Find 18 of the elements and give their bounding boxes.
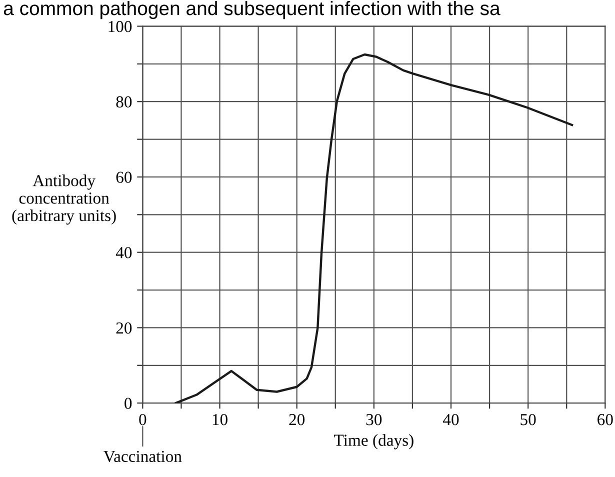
line-series bbox=[174, 53, 574, 404]
x-tick-label: 50 bbox=[520, 414, 536, 426]
y-axis-title: Antibody concentration (arbitrary units) bbox=[12, 174, 116, 225]
x-axis-title: Time (days) bbox=[334, 434, 414, 450]
text: Vaccination bbox=[104, 450, 182, 462]
y-tick-label: 80 bbox=[116, 96, 132, 108]
x-tick-label: 30 bbox=[366, 414, 382, 426]
y-tick-label: 40 bbox=[116, 247, 132, 258]
y-tick-label: 100 bbox=[108, 20, 132, 32]
y-tick-label: 0 bbox=[124, 398, 132, 410]
x-tick-label: 0 bbox=[139, 414, 146, 426]
x-tick-label: 20 bbox=[289, 414, 305, 426]
y-tick-label: 60 bbox=[116, 172, 132, 183]
x-tick-label: 10 bbox=[212, 414, 228, 426]
y-tick-label: 20 bbox=[116, 322, 132, 334]
chart-title: a common pathogen and subsequent infection with the sa bbox=[4, 0, 500, 20]
x-tick-label: 60 bbox=[598, 414, 613, 426]
x-tick-label: 40 bbox=[442, 414, 459, 426]
